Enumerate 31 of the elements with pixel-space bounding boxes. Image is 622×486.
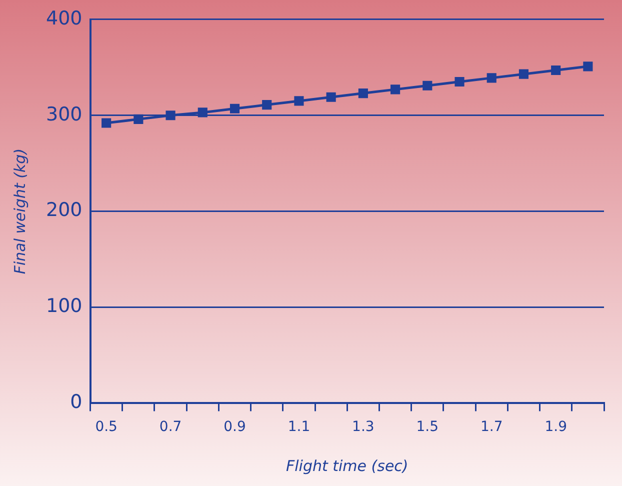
point [134, 114, 144, 124]
point [583, 62, 593, 72]
point [262, 100, 272, 110]
point [358, 88, 368, 98]
x-axis-title: Flight time (sec) [286, 456, 408, 475]
point [102, 118, 112, 128]
x-tick-label: 1.9 [544, 419, 567, 436]
x-tick-label: 1.1 [288, 419, 310, 436]
x-tick-label: 0.7 [159, 419, 182, 436]
y-tick-label: 300 [46, 103, 82, 126]
point [390, 84, 400, 94]
y-tick-label: 200 [46, 199, 82, 222]
point [518, 69, 529, 79]
x-tick-label: 0.9 [224, 419, 246, 436]
point [166, 110, 176, 120]
x-tick-label: 1.7 [480, 419, 503, 436]
point [486, 73, 496, 83]
y-tick-label: 0 [70, 391, 82, 414]
y-axis-title: Final weight (kg) [10, 148, 29, 274]
point [422, 80, 432, 90]
point [198, 108, 208, 118]
x-tick-label: 1.3 [352, 419, 374, 436]
point [551, 65, 561, 76]
point [326, 92, 336, 102]
x-tick-label: 1.5 [416, 419, 439, 436]
x-tick-label: 0.5 [95, 419, 118, 436]
point [230, 104, 240, 114]
point [294, 96, 304, 106]
y-tick-label: 100 [46, 295, 82, 318]
point [454, 76, 464, 87]
y-tick-label: 400 [46, 7, 82, 30]
